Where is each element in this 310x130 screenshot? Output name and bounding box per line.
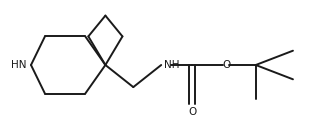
- Text: O: O: [188, 107, 196, 117]
- Text: O: O: [222, 60, 230, 70]
- Text: HN: HN: [11, 60, 26, 70]
- Text: NH: NH: [164, 60, 180, 70]
